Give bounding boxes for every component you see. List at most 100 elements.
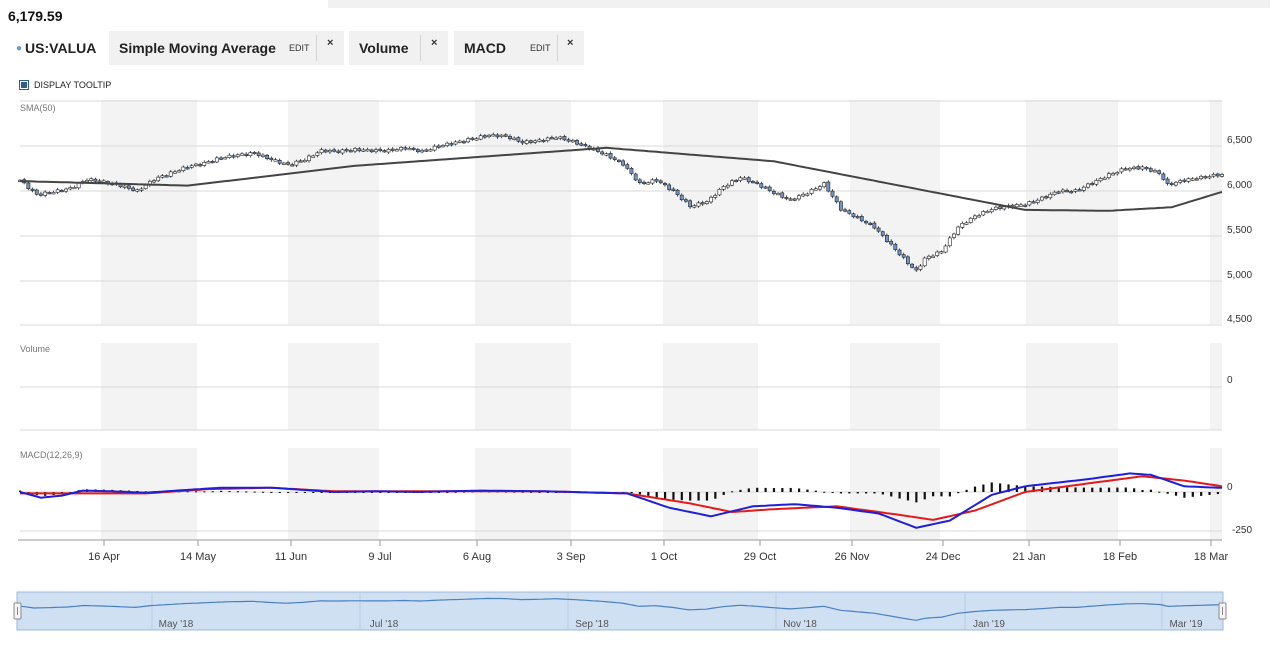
macd-line — [19, 472, 1222, 529]
candle — [960, 223, 965, 228]
x-tick-label: 14 May — [180, 551, 217, 563]
checkbox-icon[interactable] — [19, 80, 29, 90]
candle — [470, 137, 475, 140]
x-tick-label: 11 Jun — [275, 551, 307, 563]
macd-histogram-bar — [203, 491, 206, 493]
candle — [935, 251, 940, 256]
macd-histogram-bar — [697, 492, 700, 501]
candle — [558, 136, 563, 139]
candle — [529, 140, 533, 143]
candle — [889, 240, 894, 245]
candle — [759, 183, 764, 188]
candle — [64, 188, 68, 192]
macd-histogram-bar — [529, 491, 533, 493]
macd-histogram-bar — [680, 492, 683, 501]
candle — [101, 180, 106, 183]
candle — [612, 157, 617, 160]
candle — [156, 176, 161, 182]
candle — [931, 255, 935, 258]
price-tick-label: 5,000 — [1227, 270, 1253, 281]
candle — [809, 189, 814, 194]
tab-sma[interactable]: Simple Moving Average EDIT × — [109, 31, 344, 65]
macd-histogram-bar — [739, 489, 742, 492]
tab-macd[interactable]: MACD EDIT × — [454, 31, 584, 65]
candle — [491, 134, 496, 137]
candle — [202, 162, 207, 166]
macd-histogram-bar — [831, 492, 834, 493]
shade-band — [1210, 100, 1222, 324]
macd-histogram-bar — [1183, 492, 1186, 498]
candle — [851, 213, 856, 218]
macd-histogram-bar — [722, 492, 725, 496]
candle — [1019, 204, 1023, 207]
candle — [1002, 206, 1007, 210]
x-tick-label: 9 Jul — [368, 551, 391, 563]
candle — [629, 168, 634, 174]
volume-close-icon[interactable]: × — [431, 37, 438, 49]
display-tooltip-toggle[interactable]: DISPLAY TOOLTIP — [19, 80, 111, 90]
macd-histogram-bar — [973, 486, 977, 492]
tab-volume[interactable]: Volume × — [349, 31, 448, 65]
candle — [265, 154, 270, 159]
candle — [876, 227, 881, 232]
macd-histogram-bar — [655, 492, 658, 498]
candle — [1060, 189, 1065, 193]
macd-histogram-bar — [856, 492, 859, 494]
x-tick-label: 18 Mar — [1194, 551, 1229, 563]
candle — [688, 200, 693, 208]
candle — [160, 175, 165, 178]
candle — [508, 135, 512, 140]
shade-band — [101, 100, 197, 324]
macd-histogram-bar — [19, 490, 22, 492]
candle — [273, 159, 278, 162]
candle — [26, 182, 31, 189]
candle — [1086, 183, 1090, 188]
macd-histogram-bar — [1208, 492, 1211, 495]
candle — [126, 185, 131, 189]
candle — [838, 201, 843, 211]
candle — [746, 177, 751, 183]
candle — [864, 220, 868, 224]
candle — [34, 189, 39, 195]
macd-histogram-bar — [194, 491, 198, 493]
macd-histogram-bar — [1191, 492, 1194, 497]
macd-histogram-bar — [806, 489, 809, 492]
candle — [897, 249, 902, 256]
price-tick-label: 6,500 — [1227, 135, 1253, 146]
candle — [1207, 176, 1212, 179]
macd-histogram-bar — [1133, 488, 1136, 492]
navigator-line — [16, 597, 1223, 621]
candle — [679, 194, 684, 201]
macd-close-icon[interactable]: × — [567, 37, 574, 49]
navigator-label: Mar '19 — [1169, 619, 1202, 630]
candle — [143, 184, 148, 189]
candle — [453, 141, 458, 145]
shade-band — [475, 448, 571, 540]
macd-histogram-bar — [873, 492, 876, 494]
shade-band — [288, 100, 379, 324]
candle — [1056, 191, 1061, 194]
candle — [1102, 177, 1107, 180]
top-border-strip — [328, 0, 1270, 8]
candle — [520, 140, 525, 144]
macd-edit-button[interactable]: EDIT — [530, 43, 551, 53]
macd-histogram-bar — [303, 492, 306, 493]
macd-histogram-bar — [1116, 487, 1119, 492]
candle — [353, 148, 357, 152]
candle — [449, 143, 454, 146]
candle — [910, 263, 914, 268]
candle — [281, 162, 286, 165]
candle — [818, 186, 822, 190]
navigator[interactable]: May '18 Jul '18 Sep '18 Nov '18 Jan '19 Mar '… — [13, 591, 1227, 631]
candle — [466, 138, 471, 143]
macd-histogram-bar — [278, 492, 281, 493]
symbol-legend[interactable]: ● US:VALUA — [16, 40, 96, 56]
candle — [378, 148, 383, 151]
shade-band — [663, 100, 758, 324]
sma-close-icon[interactable]: × — [327, 37, 334, 49]
sma-edit-button[interactable]: EDIT — [289, 43, 310, 53]
candle — [1044, 196, 1048, 199]
candle — [374, 149, 378, 153]
candle — [152, 180, 156, 183]
